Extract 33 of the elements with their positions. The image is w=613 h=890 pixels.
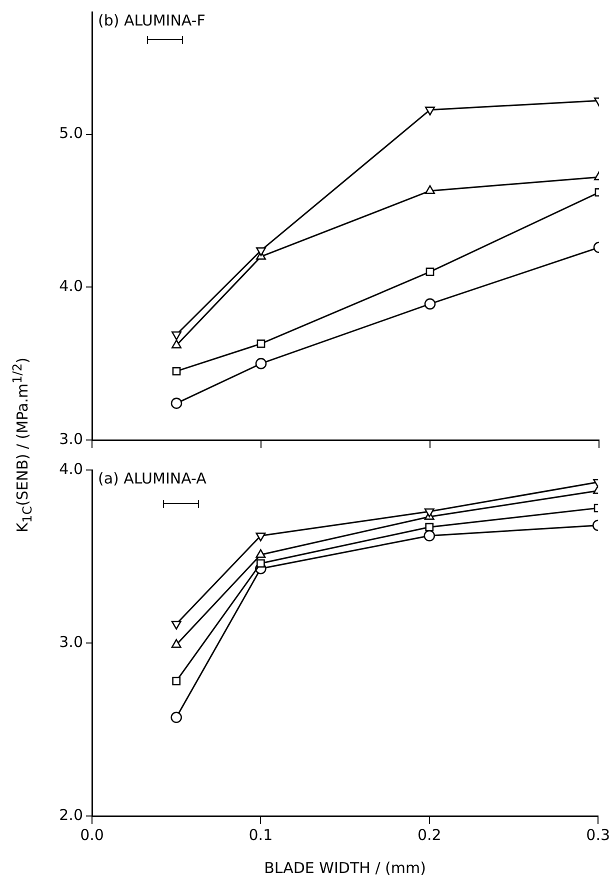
point [426, 268, 434, 276]
point [171, 639, 182, 648]
point [424, 508, 434, 518]
point [425, 106, 435, 116]
point [172, 367, 181, 376]
point [424, 530, 436, 542]
point [256, 247, 266, 256]
point [425, 522, 434, 532]
point [171, 620, 182, 630]
y-tick-label: 2.0 [59, 806, 83, 824]
point [170, 398, 182, 409]
point [256, 549, 266, 558]
x-tick-label: 0.2 [417, 826, 442, 844]
point [424, 298, 436, 310]
y-tick-label: 3.0 [59, 632, 83, 651]
point [256, 559, 265, 568]
x-tick-label: 0.1 [248, 826, 273, 844]
y-tick-label: 4.0 [59, 277, 83, 296]
chart-title: (b) ALUMINA-F [98, 11, 206, 30]
point [256, 532, 266, 542]
y-tick-label: 5.0 [59, 124, 83, 142]
x-tick-label: 0.3 [586, 826, 610, 844]
point [255, 358, 267, 370]
chart-title: (a) ALUMINA-A [98, 469, 208, 488]
x-axis-title: BLADE WIDTH / (mm) [264, 858, 426, 877]
point [172, 676, 181, 686]
point [170, 712, 182, 724]
x-tick-label: 0.0 [80, 826, 104, 844]
y-tick-label: 4.0 [59, 460, 83, 478]
y-tick-label: 3.0 [59, 430, 83, 448]
point [172, 340, 182, 348]
point [256, 340, 266, 348]
point [172, 331, 182, 340]
